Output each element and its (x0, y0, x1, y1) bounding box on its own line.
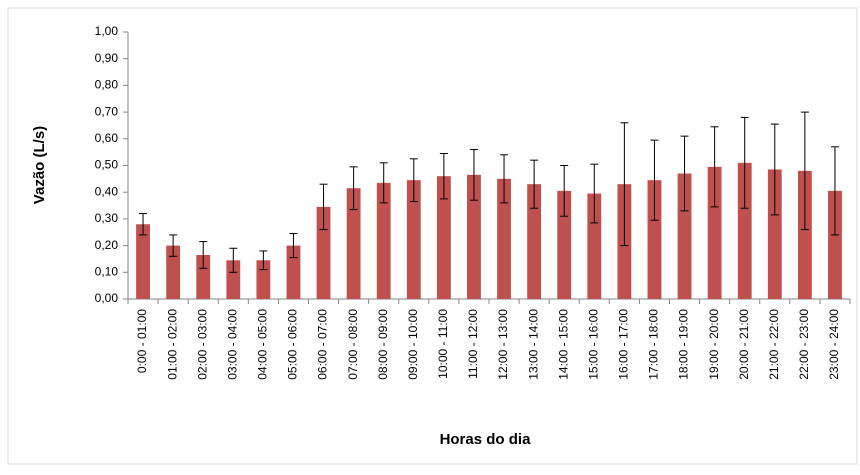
bar (587, 193, 602, 299)
bar (797, 170, 812, 299)
y-tick-label: 1,00 (95, 24, 119, 38)
error-bar (620, 122, 629, 247)
chart-frame (7, 7, 858, 465)
error-bar (229, 247, 238, 273)
y-tick-label: 0,70 (95, 104, 119, 118)
error-bar (680, 135, 689, 212)
y-tick-label: 0,50 (95, 158, 119, 172)
error-bar (169, 234, 178, 257)
x-tick-label: 11:00 - 12:00 (466, 309, 480, 379)
error-bar (530, 159, 539, 209)
bar (436, 176, 451, 299)
error-bar (139, 213, 148, 236)
bar (376, 182, 391, 299)
x-tick-label: 16:00 - 17:00 (617, 309, 631, 380)
bar (557, 190, 572, 299)
x-tick-label: 04:00 - 05:00 (256, 309, 270, 380)
x-tick-label: 15:00 - 16:00 (586, 309, 600, 380)
bar (647, 180, 662, 299)
error-bar (770, 123, 779, 216)
y-tick-label: 0,10 (95, 264, 119, 278)
x-tick-label: 22:00 - 23:00 (797, 309, 811, 380)
error-bar (830, 146, 839, 236)
bar (767, 169, 782, 299)
x-tick-label: 18:00 - 19:00 (677, 309, 691, 380)
x-tick-label: 20:00 - 21:00 (737, 309, 751, 380)
error-bar (800, 111, 809, 231)
bar (527, 184, 542, 299)
error-bar (710, 126, 719, 208)
error-bar (740, 116, 749, 209)
error-bar (650, 139, 659, 221)
x-tick-label: 05:00 - 06:00 (286, 309, 300, 380)
error-bar (289, 233, 298, 259)
bar (737, 162, 752, 299)
x-tick-label: 01:00 - 02:00 (165, 309, 179, 380)
y-tick-label: 0,40 (95, 184, 119, 198)
x-tick-label: 06:00 - 07:00 (316, 309, 330, 380)
error-bar (409, 158, 418, 203)
error-bar (349, 166, 358, 211)
x-tick-label: 21:00 - 22:00 (767, 309, 781, 380)
x-tick-label: 08:00 - 09:00 (376, 309, 390, 380)
x-tick-label: 07:00 - 08:00 (346, 309, 360, 380)
error-bar (259, 250, 268, 271)
error-bar (199, 241, 208, 269)
error-bar (590, 163, 599, 224)
x-tick-label: 12:00 - 13:00 (496, 309, 510, 380)
x-tick-label: 09:00 - 10:00 (406, 309, 420, 380)
y-tick-label: 0,20 (95, 238, 119, 252)
y-tick-label: 0,80 (95, 78, 119, 92)
bar (136, 224, 150, 299)
bar (467, 174, 481, 299)
x-tick-label: 03:00 - 04:00 (225, 309, 239, 380)
error-bar (439, 152, 448, 200)
bar (286, 245, 301, 299)
bar (707, 166, 722, 299)
bar (196, 254, 211, 299)
error-bar (469, 148, 478, 201)
bar (226, 260, 241, 299)
x-tick-label: 17:00 - 18:00 (647, 309, 661, 380)
y-tick-label: 0,60 (95, 131, 119, 145)
error-bar (500, 154, 509, 204)
bar (497, 178, 511, 299)
error-bar (379, 162, 388, 204)
x-tick-label: 19:00 - 20:00 (707, 309, 721, 380)
y-tick-label: 0,90 (95, 51, 119, 65)
x-tick-label: 14:00 - 15:00 (556, 309, 570, 380)
error-bar (560, 165, 569, 217)
x-tick-label: 10:00 - 11:00 (436, 309, 450, 379)
x-tick-label: 23:00 - 24:00 (827, 309, 841, 380)
y-tick-label: 0,00 (95, 291, 119, 305)
bar (406, 180, 421, 299)
x-axis-title: Horas do dia (440, 431, 532, 448)
y-axis-title: Vazão (L/s) (31, 126, 48, 204)
x-tick-label: 02:00 - 03:00 (195, 309, 209, 380)
bar (828, 190, 842, 299)
error-bar (319, 183, 328, 231)
y-tick-label: 0,30 (95, 211, 119, 225)
bar (166, 245, 181, 299)
x-tick-label: 0:00 - 01:00 (135, 309, 149, 373)
bar (677, 173, 692, 299)
x-tick-label: 13:00 - 14:00 (526, 309, 540, 380)
bar (346, 188, 361, 299)
